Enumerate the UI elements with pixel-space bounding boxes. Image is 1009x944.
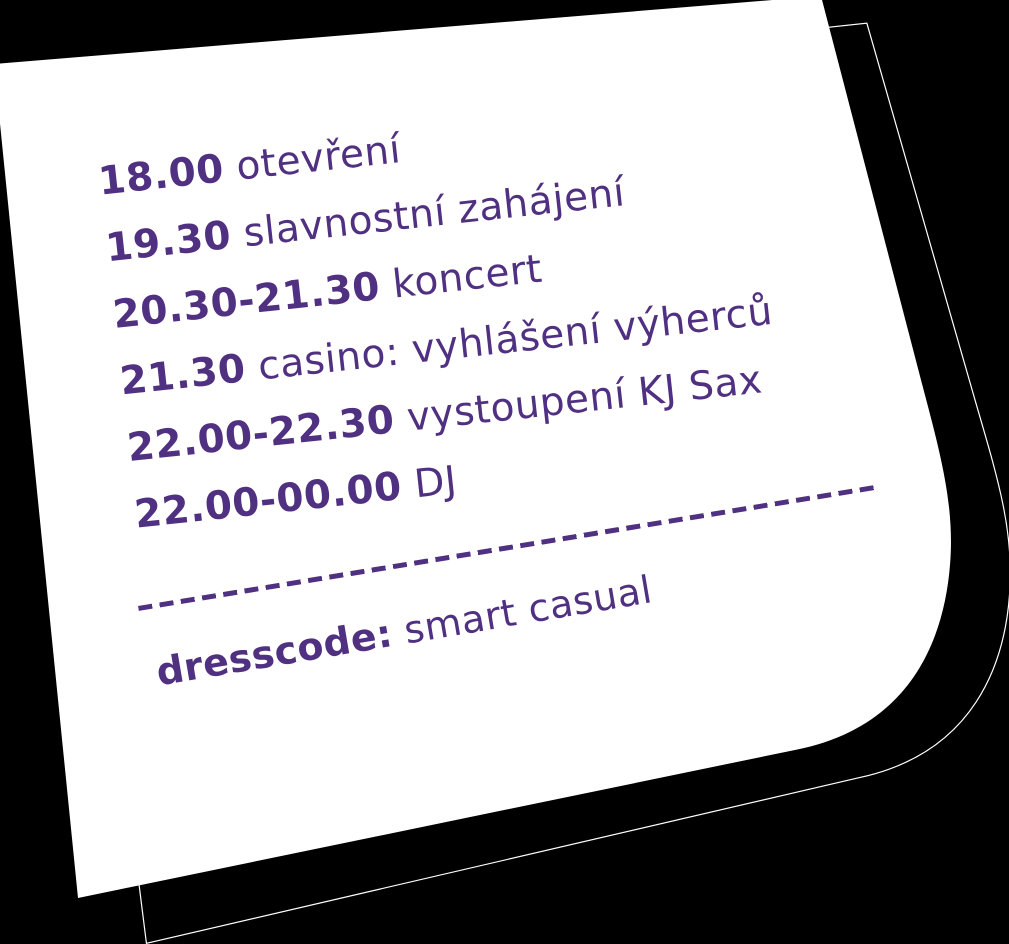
- event-label: DJ: [412, 457, 460, 508]
- time-label: 21.30: [117, 346, 248, 405]
- time-label: 19.30: [103, 212, 234, 272]
- event-label: koncert: [390, 246, 545, 308]
- time-label: 18.00: [96, 146, 227, 205]
- card-background: [0, 0, 951, 898]
- event-label: otevření: [234, 127, 404, 190]
- schedule-list: 18.00 otevření 19.30 slavnostní zahájení…: [95, 78, 791, 548]
